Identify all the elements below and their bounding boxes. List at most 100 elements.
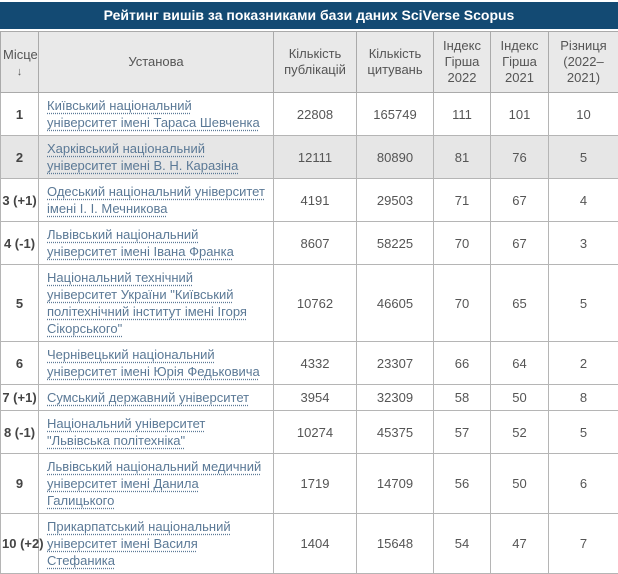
difference-cell: 6 xyxy=(549,454,618,514)
citations-cell: 29503 xyxy=(357,179,434,222)
table-row: 9 Львівський національний медичний уніве… xyxy=(1,454,618,514)
institution-link[interactable]: Чернівецький національний університет ім… xyxy=(47,347,260,379)
difference-cell: 2 xyxy=(549,342,618,385)
publications-cell: 10274 xyxy=(274,411,357,454)
hirsch-2022-cell: 71 xyxy=(434,179,491,222)
citations-cell: 165749 xyxy=(357,93,434,136)
difference-cell: 5 xyxy=(549,265,618,342)
column-header-citations[interactable]: Кількість цитувань xyxy=(357,32,434,93)
hirsch-2021-cell: 64 xyxy=(491,342,549,385)
column-header-place-label: Місце xyxy=(3,47,38,62)
citations-cell: 15648 xyxy=(357,514,434,574)
institution-link[interactable]: Харківський національний університет іме… xyxy=(47,141,238,173)
publications-cell: 4332 xyxy=(274,342,357,385)
institution-cell: Прикарпатський національний університет … xyxy=(39,514,274,574)
difference-cell: 7 xyxy=(549,514,618,574)
institution-link[interactable]: Львівський національний медичний універс… xyxy=(47,459,261,508)
column-header-hirsch-2022[interactable]: Індекс Гірша 2022 xyxy=(434,32,491,93)
table-row: 6 Чернівецький національний університет … xyxy=(1,342,618,385)
table-row: 1 Київський національний університет іме… xyxy=(1,93,618,136)
place-cell: 2 xyxy=(1,136,39,179)
citations-cell: 45375 xyxy=(357,411,434,454)
column-header-hirsch-2021[interactable]: Індекс Гірша 2021 xyxy=(491,32,549,93)
institution-cell: Харківський національний університет іме… xyxy=(39,136,274,179)
institution-cell: Львівський національний медичний універс… xyxy=(39,454,274,514)
table-row: 2 Харківський національний університет і… xyxy=(1,136,618,179)
place-cell: 8 (-1) xyxy=(1,411,39,454)
institution-cell: Київський національний університет імені… xyxy=(39,93,274,136)
difference-cell: 5 xyxy=(549,136,618,179)
institution-cell: Сумський державний університет xyxy=(39,385,274,411)
institution-link[interactable]: Сумський державний університет xyxy=(47,390,249,405)
institution-cell: Львівський національний університет імен… xyxy=(39,222,274,265)
hirsch-2022-cell: 66 xyxy=(434,342,491,385)
hirsch-2022-cell: 81 xyxy=(434,136,491,179)
publications-cell: 22808 xyxy=(274,93,357,136)
table-row: 3 (+1) Одеський національний університет… xyxy=(1,179,618,222)
citations-cell: 58225 xyxy=(357,222,434,265)
place-cell: 4 (-1) xyxy=(1,222,39,265)
hirsch-2021-cell: 52 xyxy=(491,411,549,454)
column-header-institution[interactable]: Установа xyxy=(39,32,274,93)
hirsch-2021-cell: 76 xyxy=(491,136,549,179)
institution-cell: Чернівецький національний університет ім… xyxy=(39,342,274,385)
hirsch-2022-cell: 70 xyxy=(434,222,491,265)
publications-cell: 1404 xyxy=(274,514,357,574)
hirsch-2021-cell: 67 xyxy=(491,222,549,265)
difference-cell: 3 xyxy=(549,222,618,265)
institution-link[interactable]: Національний університет "Львівська полі… xyxy=(47,416,205,448)
table-row: 5 Національний технічний університет Укр… xyxy=(1,265,618,342)
hirsch-2022-cell: 54 xyxy=(434,514,491,574)
citations-cell: 23307 xyxy=(357,342,434,385)
publications-cell: 8607 xyxy=(274,222,357,265)
sort-descending-icon[interactable]: ↓ xyxy=(3,66,36,78)
publications-cell: 4191 xyxy=(274,179,357,222)
institution-link[interactable]: Одеський національний університет імені … xyxy=(47,184,265,216)
hirsch-2022-cell: 58 xyxy=(434,385,491,411)
institution-link[interactable]: Київський національний університет імені… xyxy=(47,98,260,130)
hirsch-2021-cell: 50 xyxy=(491,385,549,411)
table-row: 10 (+2) Прикарпатський національний унів… xyxy=(1,514,618,574)
place-cell: 5 xyxy=(1,265,39,342)
institution-link[interactable]: Національний технічний університет Украї… xyxy=(47,270,247,336)
hirsch-2022-cell: 56 xyxy=(434,454,491,514)
difference-cell: 10 xyxy=(549,93,618,136)
table-row: 8 (-1) Національний університет "Львівсь… xyxy=(1,411,618,454)
institution-cell: Національний технічний університет Украї… xyxy=(39,265,274,342)
hirsch-2022-cell: 70 xyxy=(434,265,491,342)
place-cell: 1 xyxy=(1,93,39,136)
table-header-row: Місце ↓ Установа Кількість публікацій Кі… xyxy=(1,32,618,93)
difference-cell: 4 xyxy=(549,179,618,222)
table-row: 7 (+1) Сумський державний університет 39… xyxy=(1,385,618,411)
page-title: Рейтинг вишів за показниками бази даних … xyxy=(0,2,618,29)
hirsch-2021-cell: 47 xyxy=(491,514,549,574)
column-header-publications[interactable]: Кількість публікацій xyxy=(274,32,357,93)
publications-cell: 3954 xyxy=(274,385,357,411)
difference-cell: 8 xyxy=(549,385,618,411)
publications-cell: 10762 xyxy=(274,265,357,342)
column-header-place[interactable]: Місце ↓ xyxy=(1,32,39,93)
publications-cell: 12111 xyxy=(274,136,357,179)
institution-link[interactable]: Прикарпатський національний університет … xyxy=(47,519,231,568)
hirsch-2021-cell: 50 xyxy=(491,454,549,514)
hirsch-2021-cell: 101 xyxy=(491,93,549,136)
hirsch-2021-cell: 65 xyxy=(491,265,549,342)
institution-cell: Одеський національний університет імені … xyxy=(39,179,274,222)
difference-cell: 5 xyxy=(549,411,618,454)
place-cell: 6 xyxy=(1,342,39,385)
institution-link[interactable]: Львівський національний університет імен… xyxy=(47,227,234,259)
place-cell: 3 (+1) xyxy=(1,179,39,222)
hirsch-2022-cell: 57 xyxy=(434,411,491,454)
citations-cell: 32309 xyxy=(357,385,434,411)
publications-cell: 1719 xyxy=(274,454,357,514)
table-row: 4 (-1) Львівський національний університ… xyxy=(1,222,618,265)
institution-cell: Національний університет "Львівська полі… xyxy=(39,411,274,454)
ranking-table: Місце ↓ Установа Кількість публікацій Кі… xyxy=(0,31,618,574)
column-header-difference[interactable]: Різниця (2022– 2021) xyxy=(549,32,618,93)
place-cell: 7 (+1) xyxy=(1,385,39,411)
citations-cell: 80890 xyxy=(357,136,434,179)
place-cell: 10 (+2) xyxy=(1,514,39,574)
citations-cell: 14709 xyxy=(357,454,434,514)
hirsch-2021-cell: 67 xyxy=(491,179,549,222)
